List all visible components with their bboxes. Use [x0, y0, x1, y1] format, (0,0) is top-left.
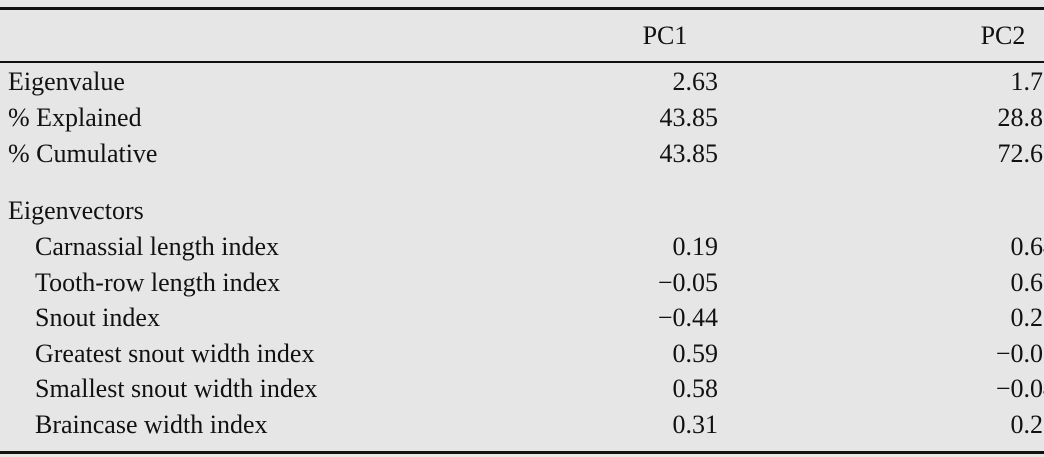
cell-value: 0.59	[672, 338, 719, 368]
cell-value: 0.19	[672, 232, 719, 261]
bottom-rule	[0, 451, 1044, 454]
section-label: Eigenvectors	[8, 196, 144, 225]
cell-value: 72.66	[997, 139, 1044, 168]
cell-value: −0.05	[657, 267, 718, 297]
cell-value: 0.31	[672, 410, 719, 439]
cell-value: −0.04	[995, 374, 1044, 404]
cell-value: 0.64	[1010, 232, 1044, 261]
cell-value: −0.44	[657, 303, 718, 333]
cell-value: 28.81	[997, 103, 1044, 132]
cell-value: 0.28	[1010, 303, 1044, 333]
column-header: PC1	[642, 21, 688, 50]
header-rule	[0, 61, 1044, 63]
row-label: Greatest snout width index	[35, 338, 315, 368]
cell-value: −0.01	[995, 338, 1044, 368]
row-label: Braincase width index	[35, 410, 268, 439]
row-label: Smallest snout width index	[35, 374, 318, 404]
row-label: Tooth-row length index	[35, 267, 281, 297]
cell-value: 43.85	[659, 103, 719, 132]
row-label: Snout index	[35, 303, 160, 333]
row-label: Eigenvalue	[8, 67, 125, 96]
cell-value: 0.58	[672, 374, 719, 404]
row-label: % Explained	[8, 103, 142, 132]
row-label: % Cumulative	[8, 139, 158, 168]
cell-value: 1.73	[1010, 67, 1044, 96]
cell-value: 0.68	[1010, 267, 1044, 297]
cell-value: 43.85	[659, 139, 719, 168]
top-rule	[0, 7, 1044, 10]
row-label: Carnassial length index	[35, 232, 280, 261]
column-header: PC2	[980, 21, 1026, 50]
cell-value: 0.22	[1010, 410, 1044, 439]
cell-value: 2.63	[672, 67, 719, 96]
